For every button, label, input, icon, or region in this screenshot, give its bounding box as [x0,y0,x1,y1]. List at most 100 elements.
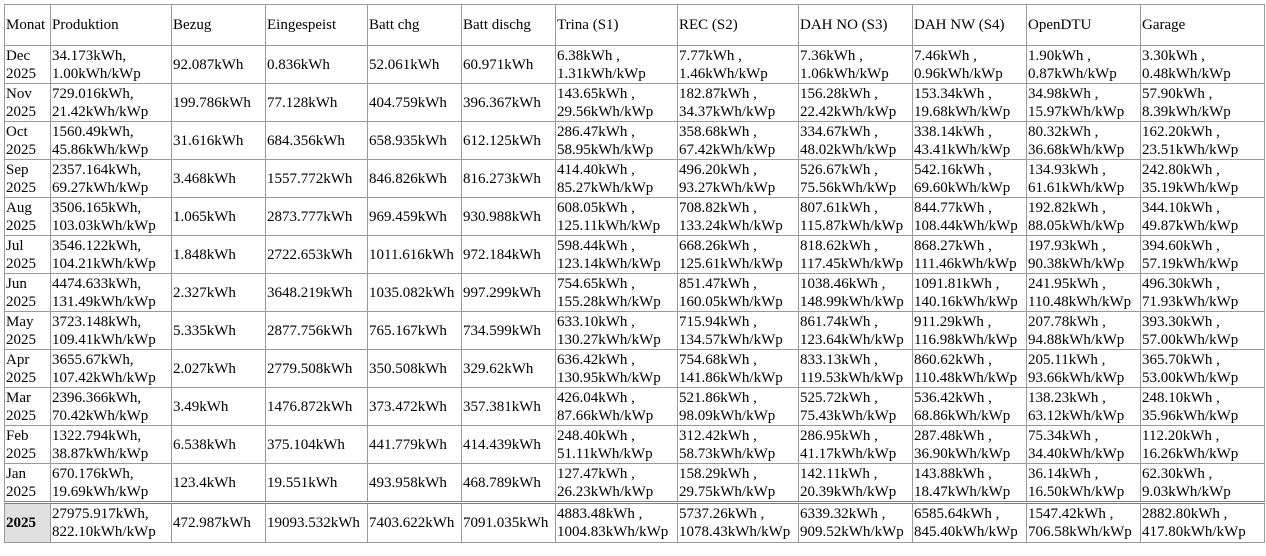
cell-line: 6585.64kWh , [914,506,1000,522]
cell-line: 48.02kWh/kWp [800,141,897,158]
cell-line: 29.56kWh/kWp [557,103,654,120]
cell-line: 636.42kWh , [557,351,635,368]
total-cell: 6585.64kWh , 845.40kWh/kWp [912,501,1027,543]
cell-line: 34.98kWh , [1028,85,1099,102]
cell-line: 542.16kWh , [914,161,992,178]
cell-line: 911.29kWh , [914,313,992,330]
cell-line: 85.27kWh/kWp [557,179,654,196]
cell-line: 668.26kWh , [679,237,757,254]
cell-line: 2025 [6,331,36,348]
cell-line: 119.53kWh/kWp [800,369,904,386]
table-cell: 844.77kWh , 108.44kWh/kWp [912,197,1027,236]
cell-line: 3723.148kWh, [52,313,142,330]
table-cell: 2722.653kWh [265,235,368,274]
cell-line: 2025 [6,445,36,462]
cell-line: 2025 [6,217,36,234]
table-cell: 396.367kWh [461,83,556,122]
cell-line: 6339.32kWh , [800,506,886,522]
total-cell: 7403.622kWh [367,501,462,543]
table-cell: Jan 2025 [4,463,51,503]
table-cell: 668.26kWh , 125.61kWh/kWp [677,235,799,274]
table-cell: 393.30kWh , 57.00kWh/kWp [1140,311,1265,350]
total-cell: 2025 [4,501,51,543]
cell-line: 58.95kWh/kWp [557,141,654,158]
cell-line: 94.88kWh/kWp [1028,331,1125,348]
cell-line: 27975.917kWh, [52,506,149,522]
cell-line: 162.20kWh , [1142,123,1220,140]
table-cell: 287.48kWh , 36.90kWh/kWp [912,425,1027,464]
table-cell: 31.616kWh [171,121,266,160]
cell-line: 521.86kWh , [679,389,757,406]
cell-line: 75.34kWh , [1028,427,1099,444]
table-cell: 123.4kWh [171,463,266,503]
cell-line: 125.61kWh/kWp [679,255,783,272]
column-header: Eingespeist [265,4,368,46]
cell-line: 148.99kWh/kWp [800,293,904,310]
cell-line: 36.68kWh/kWp [1028,141,1125,158]
cell-line: 45.86kWh/kWp [52,141,149,158]
cell-line: 2025 [6,65,36,82]
cell-line: 1.90kWh , [1028,47,1091,64]
cell-line: 496.30kWh , [1142,275,1220,292]
cell-line: 18.47kWh/kWp [914,483,1011,500]
table-cell: 734.599kWh [461,311,556,350]
cell-line: 107.42kWh/kWp [52,369,156,386]
cell-line: 49.87kWh/kWp [1142,217,1239,234]
table-cell: 127.47kWh , 26.23kWh/kWp [555,463,678,503]
cell-line: 248.40kWh , [557,427,635,444]
table-cell: 1476.872kWh [265,387,368,426]
cell-line: 1560.49kWh, [52,123,134,140]
cell-line: Mar [6,389,31,406]
cell-line: Dec [6,47,31,64]
table-cell: 0.836kWh [265,45,368,84]
cell-line: 75.56kWh/kWp [800,179,897,196]
cell-line: 1322.794kWh, [52,427,142,444]
table-cell: 286.47kWh , 58.95kWh/kWp [555,121,678,160]
table-cell: 598.44kWh , 123.14kWh/kWp [555,235,678,274]
cell-line: 394.60kWh , [1142,237,1220,254]
table-cell: 112.20kWh , 16.26kWh/kWp [1140,425,1265,464]
cell-line: 1547.42kWh , [1028,506,1114,522]
cell-line: 525.72kWh , [800,389,878,406]
cell-line: 192.82kWh , [1028,199,1106,216]
table-cell: 373.472kWh [367,387,462,426]
total-row: 2025 27975.917kWh, 822.10kWh/kWp 472.987kWh… [4,501,1265,543]
table-cell: 158.29kWh , 29.75kWh/kWp [677,463,799,503]
table-cell: 199.786kWh [171,83,266,122]
header-row: Monat Produktion Bezug Eingespeist Batt chg B… [4,4,1265,46]
cell-line: 34.40kWh/kWp [1028,445,1125,462]
month-row: Jul 2025 3546.122kWh, 104.21kWh/kWp 1.848kWh… [4,235,1265,274]
cell-line: May [6,313,34,330]
cell-line: 110.48kWh/kWp [914,369,1018,386]
cell-line: 5737.26kWh , [679,506,765,522]
cell-line: 754.68kWh , [679,351,757,368]
table-cell: 143.88kWh , 18.47kWh/kWp [912,463,1027,503]
cell-line: 706.58kWh/kWp [1028,524,1132,540]
cell-line: 536.42kWh , [914,389,992,406]
cell-line: Nov [6,85,32,102]
cell-line: 861.74kWh , [800,313,878,330]
table-cell: 1.90kWh , 0.87kWh/kWp [1026,45,1141,84]
column-header: Produktion [50,4,172,46]
cell-line: 334.67kWh , [800,123,878,140]
table-cell: Mar 2025 [4,387,51,426]
cell-line: 1078.43kWh/kWp [679,524,791,540]
total-cell: 19093.532kWh [265,501,368,543]
table-cell: 242.80kWh , 35.19kWh/kWp [1140,159,1265,198]
table-cell: 162.20kWh , 23.51kWh/kWp [1140,121,1265,160]
column-header: Trina (S1) [555,4,678,46]
table-cell: 612.125kWh [461,121,556,160]
cell-line: 158.29kWh , [679,465,757,482]
cell-line: 633.10kWh , [557,313,635,330]
table-cell: 3.49kWh [171,387,266,426]
cell-line: 38.87kWh/kWp [52,445,149,462]
cell-line: 860.62kWh , [914,351,992,368]
cell-line: 7.46kWh , [914,47,977,64]
table-cell: Nov 2025 [4,83,51,122]
total-cell: 2882.80kWh , 417.80kWh/kWp [1140,501,1265,543]
cell-line: 16.26kWh/kWp [1142,445,1239,462]
cell-line: 338.14kWh , [914,123,992,140]
cell-line: 88.05kWh/kWp [1028,217,1125,234]
table-cell: 357.381kWh [461,387,556,426]
